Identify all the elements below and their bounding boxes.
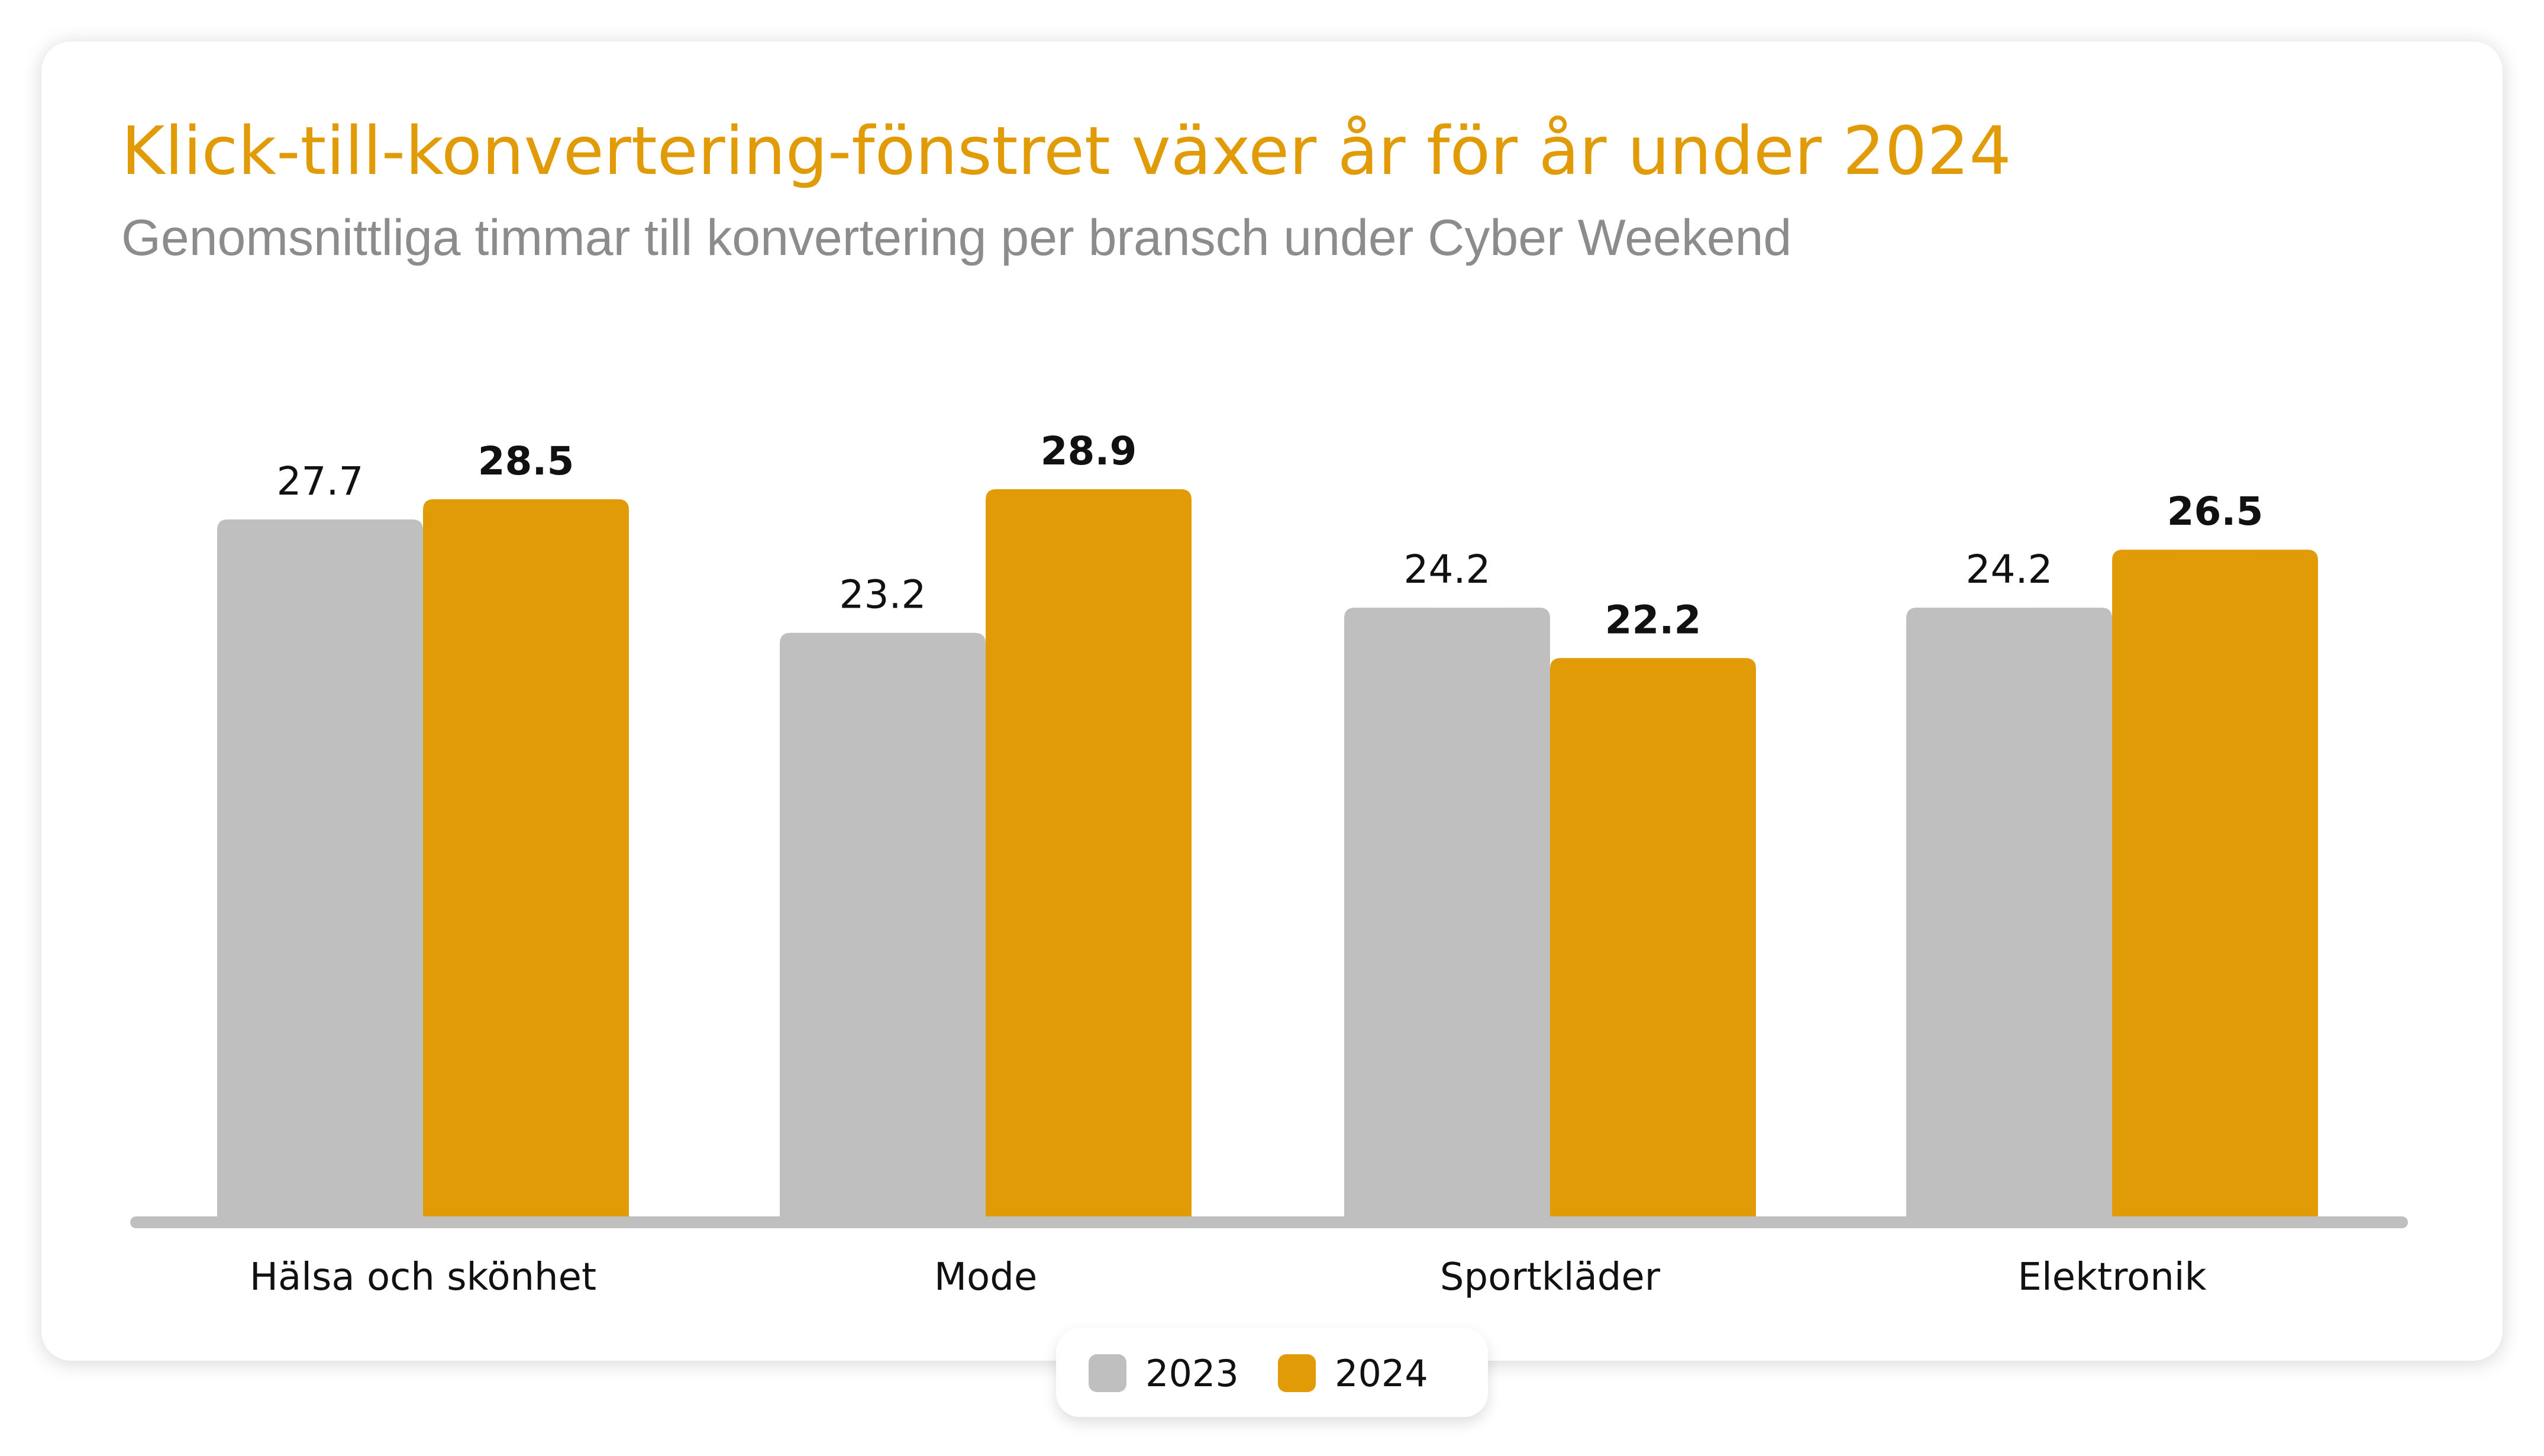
bar-2024-3 bbox=[2112, 550, 2318, 1218]
bar-2023-0 bbox=[217, 519, 423, 1218]
category-label-2: Sportkläder bbox=[1440, 1255, 1661, 1299]
legend: 2023 2024 bbox=[1056, 1328, 1488, 1417]
category-label-3: Elektronik bbox=[2017, 1255, 2206, 1299]
legend-swatch-2024 bbox=[1278, 1354, 1316, 1392]
chart-subtitle: Genomsnittliga timmar till konvertering … bbox=[121, 209, 1792, 266]
category-label-1: Mode bbox=[934, 1255, 1037, 1299]
data-label-2023-0: 27.7 bbox=[277, 459, 364, 504]
bar-2023-2 bbox=[1344, 608, 1550, 1218]
chart-title: Klick-till-konvertering-fönstret växer å… bbox=[121, 113, 2012, 190]
legend-label-2024: 2024 bbox=[1335, 1351, 1428, 1395]
legend-swatch-2023 bbox=[1089, 1354, 1126, 1392]
data-label-2024-3: 26.5 bbox=[2167, 489, 2264, 534]
data-label-2023-2: 24.2 bbox=[1404, 547, 1491, 592]
bar-2023-3 bbox=[1906, 608, 2112, 1218]
data-label-2023-3: 24.2 bbox=[1966, 547, 2053, 592]
bar-2023-1 bbox=[780, 632, 986, 1218]
legend-item-2023: 2023 bbox=[1089, 1351, 1239, 1395]
data-label-2024-1: 28.9 bbox=[1041, 428, 1137, 474]
bar-2024-0 bbox=[423, 499, 629, 1218]
bar-2024-2 bbox=[1550, 658, 1756, 1218]
legend-item-2024: 2024 bbox=[1278, 1351, 1428, 1395]
bar-2024-1 bbox=[986, 489, 1192, 1218]
data-label-2024-0: 28.5 bbox=[478, 438, 574, 484]
category-label-0: Hälsa och skönhet bbox=[250, 1255, 596, 1299]
legend-label-2023: 2023 bbox=[1145, 1351, 1239, 1395]
data-label-2024-2: 22.2 bbox=[1605, 597, 1702, 643]
data-label-2023-1: 23.2 bbox=[840, 572, 926, 618]
